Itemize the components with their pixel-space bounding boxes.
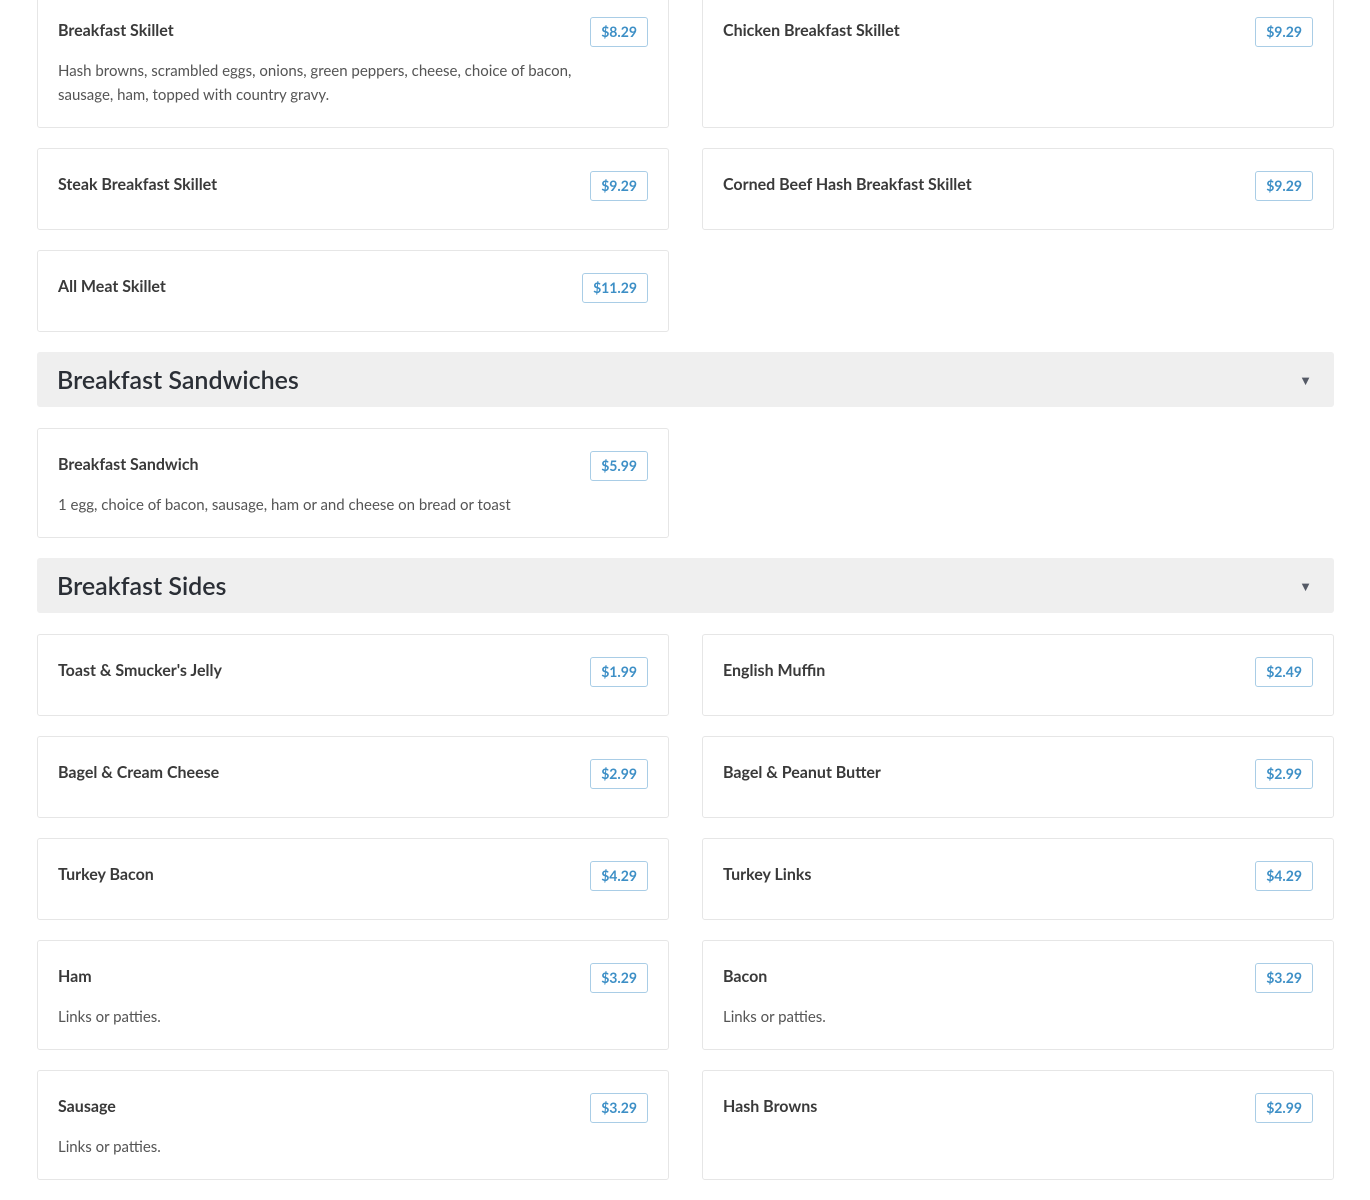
section-header[interactable]: Breakfast Sides ▼ — [37, 558, 1334, 613]
menu-items-grid: Toast & Smucker's Jelly $1.99 English Muff… — [37, 634, 1334, 1180]
menu-item-name: Breakfast Skillet — [58, 21, 174, 40]
menu-item-name: English Muffin — [723, 661, 826, 680]
menu-item-name: Bagel & Cream Cheese — [58, 763, 220, 782]
menu-item-price[interactable]: $3.29 — [1255, 963, 1313, 993]
menu-item-card[interactable]: Steak Breakfast Skillet $9.29 — [37, 148, 669, 230]
menu-item-card[interactable]: Hash Browns $2.99 — [702, 1070, 1334, 1180]
menu-item-price[interactable]: $2.99 — [590, 759, 648, 789]
menu-item-price[interactable]: $8.29 — [590, 17, 648, 47]
menu-item-card[interactable]: Corned Beef Hash Breakfast Skillet $9.29 — [702, 148, 1334, 230]
caret-down-icon[interactable]: ▼ — [1299, 577, 1312, 594]
menu-items-grid: Breakfast Skillet $8.29 Hash browns, scram… — [37, 0, 1334, 332]
menu-item-description: Links or patties. — [58, 1008, 161, 1026]
menu-item-name: All Meat Skillet — [58, 277, 166, 296]
menu-item-card[interactable]: Chicken Breakfast Skillet $9.29 — [702, 0, 1334, 128]
menu-item-name: Hash Browns — [723, 1097, 818, 1116]
caret-down-icon[interactable]: ▼ — [1299, 371, 1312, 388]
menu-item-price[interactable]: $5.99 — [590, 451, 648, 481]
menu-item-card[interactable]: Turkey Links $4.29 — [702, 838, 1334, 920]
menu-item-price[interactable]: $9.29 — [1255, 171, 1313, 201]
menu-item-price[interactable]: $9.29 — [1255, 17, 1313, 47]
menu-item-name: Bacon — [723, 967, 768, 986]
menu-item-price[interactable]: $1.99 — [590, 657, 648, 687]
menu-item-price[interactable]: $4.29 — [590, 861, 648, 891]
menu-item-name: Bagel & Peanut Butter — [723, 763, 881, 782]
menu-item-name: Corned Beef Hash Breakfast Skillet — [723, 175, 972, 194]
menu-item-price[interactable]: $3.29 — [590, 963, 648, 993]
menu-item-card[interactable]: Toast & Smucker's Jelly $1.99 — [37, 634, 669, 716]
menu-item-name: Breakfast Sandwich — [58, 455, 199, 474]
menu-item-card[interactable]: Bagel & Cream Cheese $2.99 — [37, 736, 669, 818]
menu-items-grid: Breakfast Sandwich $5.99 1 egg, choice of … — [37, 428, 1334, 538]
menu-item-description: Hash browns, scrambled eggs, onions, gre… — [58, 62, 572, 104]
menu-item-description: 1 egg, choice of bacon, sausage, ham or … — [58, 496, 511, 514]
menu-item-price[interactable]: $2.99 — [1255, 759, 1313, 789]
menu-item-name: Turkey Links — [723, 865, 812, 884]
menu-item-name: Ham — [58, 967, 92, 986]
menu-item-card[interactable]: Turkey Bacon $4.29 — [37, 838, 669, 920]
section-header[interactable]: Breakfast Sandwiches ▼ — [37, 352, 1334, 407]
menu: Breakfast Skillet $8.29 Hash browns, scram… — [37, 0, 1334, 1200]
menu-item-description: Links or patties. — [58, 1138, 161, 1156]
menu-item-card[interactable]: All Meat Skillet $11.29 — [37, 250, 669, 332]
menu-item-name: Sausage — [58, 1097, 116, 1116]
menu-item-price[interactable]: $2.99 — [1255, 1093, 1313, 1123]
menu-item-card[interactable]: Ham $3.29 Links or patties. — [37, 940, 669, 1050]
menu-item-card[interactable]: Bacon $3.29 Links or patties. — [702, 940, 1334, 1050]
menu-item-price[interactable]: $11.29 — [582, 273, 648, 303]
menu-item-name: Steak Breakfast Skillet — [58, 175, 218, 194]
menu-item-name: Turkey Bacon — [58, 865, 154, 884]
menu-item-name: Chicken Breakfast Skillet — [723, 21, 900, 40]
menu-item-card[interactable]: English Muffin $2.49 — [702, 634, 1334, 716]
menu-item-card[interactable]: Bagel & Peanut Butter $2.99 — [702, 736, 1334, 818]
menu-item-description: Links or patties. — [723, 1008, 826, 1026]
menu-item-price[interactable]: $9.29 — [590, 171, 648, 201]
menu-item-card[interactable]: Breakfast Skillet $8.29 Hash browns, scram… — [37, 0, 669, 128]
menu-item-card[interactable]: Sausage $3.29 Links or patties. — [37, 1070, 669, 1180]
section-title: Breakfast Sandwiches — [57, 364, 299, 395]
menu-item-price[interactable]: $3.29 — [590, 1093, 648, 1123]
menu-item-name: Toast & Smucker's Jelly — [58, 661, 222, 680]
menu-item-card[interactable]: Breakfast Sandwich $5.99 1 egg, choice of … — [37, 428, 669, 538]
menu-item-price[interactable]: $2.49 — [1255, 657, 1313, 687]
section-title: Breakfast Sides — [57, 570, 227, 601]
menu-item-price[interactable]: $4.29 — [1255, 861, 1313, 891]
